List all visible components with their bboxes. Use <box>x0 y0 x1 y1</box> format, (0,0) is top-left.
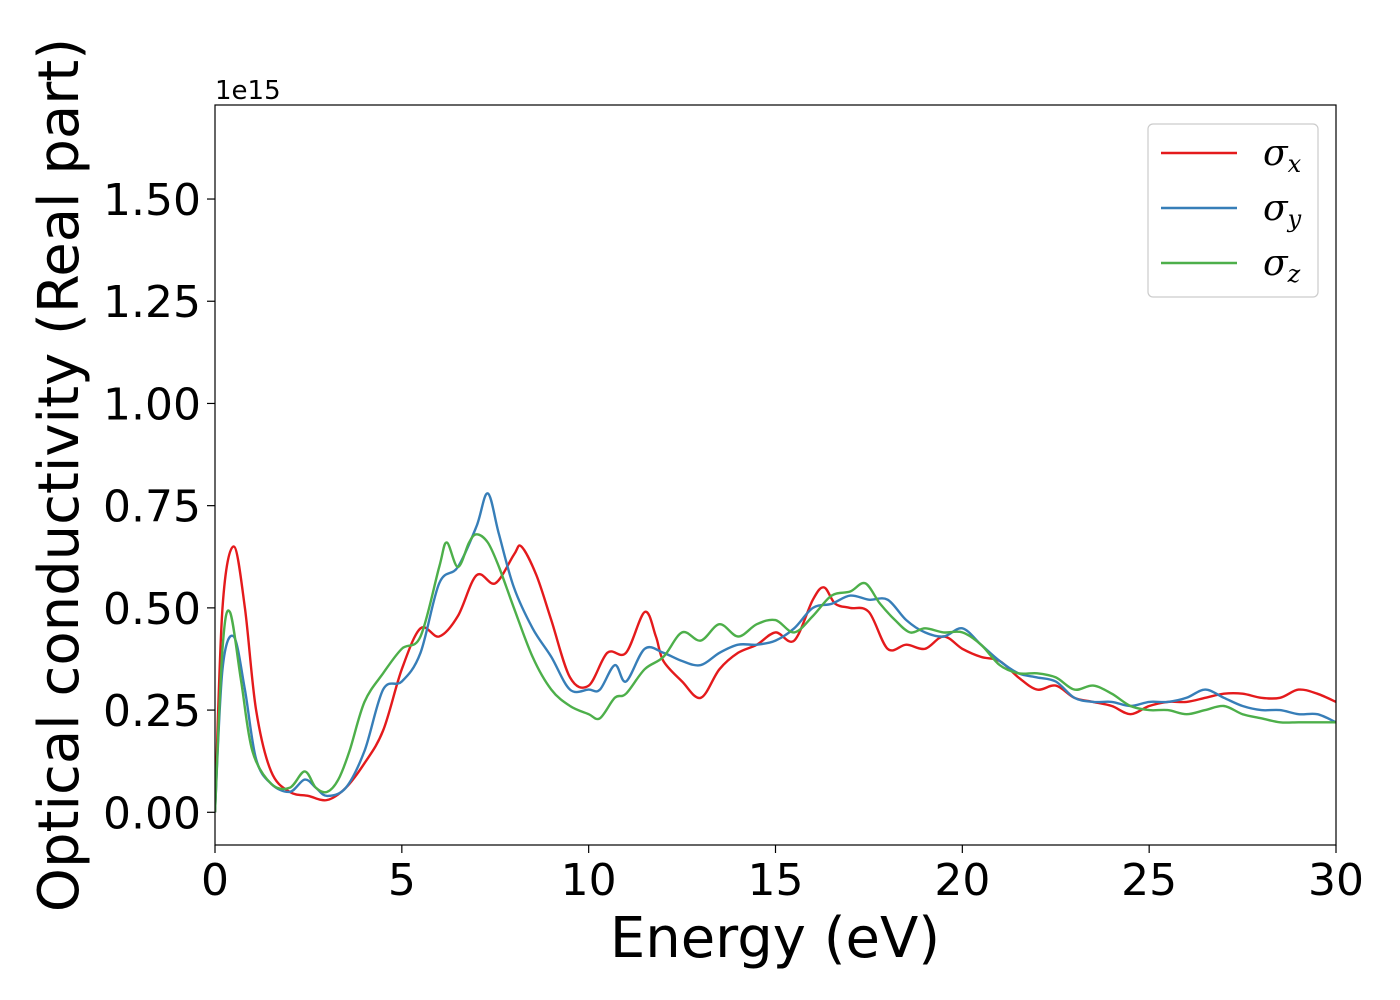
x-axis-label: Energy (eV) <box>610 906 940 971</box>
y-tick-label: 0.50 <box>103 584 201 635</box>
x-tick-label: 5 <box>388 855 416 906</box>
y-tick-label: 0.00 <box>103 788 201 839</box>
series-line-z <box>215 533 1336 813</box>
legend-label-x: σx <box>1263 133 1302 178</box>
y-offset-label: 1e15 <box>215 76 281 106</box>
legend-label-z: σz <box>1263 243 1301 288</box>
series-line-x <box>215 544 1336 813</box>
legend-label-y: σy <box>1263 188 1302 233</box>
y-tick-label: 0.75 <box>103 482 201 533</box>
series-group <box>215 492 1336 813</box>
x-tick-label: 30 <box>1308 855 1364 906</box>
x-tick-label: 25 <box>1121 855 1177 906</box>
x-axis: 0 5 10 15 20 25 30 <box>201 845 1364 906</box>
x-tick-label: 10 <box>561 855 617 906</box>
y-tick-label: 1.25 <box>103 277 201 328</box>
x-tick-label: 20 <box>934 855 990 906</box>
x-tick-label: 0 <box>201 855 229 906</box>
legend: σx σy σz <box>1147 123 1319 298</box>
legend-frame <box>1147 123 1319 298</box>
x-tick-label: 15 <box>748 855 804 906</box>
y-tick-label: 1.00 <box>103 379 201 430</box>
y-axis: 0.00 0.25 0.50 0.75 1.00 1.25 1.50 <box>103 175 215 839</box>
y-axis-label: Optical conductivity (Real part) <box>27 38 92 912</box>
y-tick-label: 0.25 <box>103 686 201 737</box>
y-tick-label: 1.50 <box>103 175 201 226</box>
